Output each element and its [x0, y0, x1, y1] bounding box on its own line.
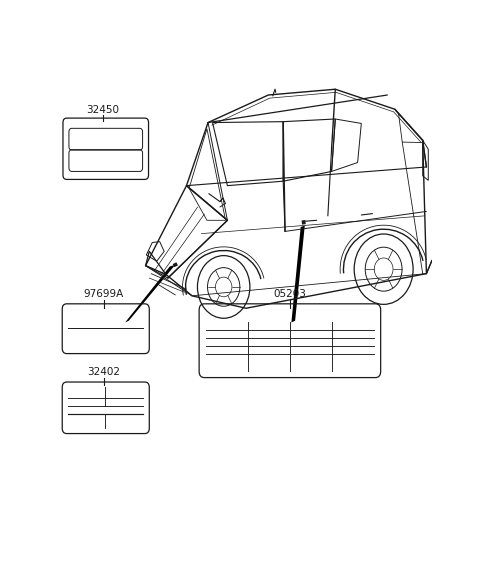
- Text: 32402: 32402: [87, 367, 120, 377]
- Text: 97699A: 97699A: [84, 289, 124, 299]
- Text: 05203: 05203: [274, 289, 306, 299]
- Polygon shape: [125, 265, 175, 323]
- Polygon shape: [291, 226, 305, 323]
- Text: 32450: 32450: [86, 104, 119, 115]
